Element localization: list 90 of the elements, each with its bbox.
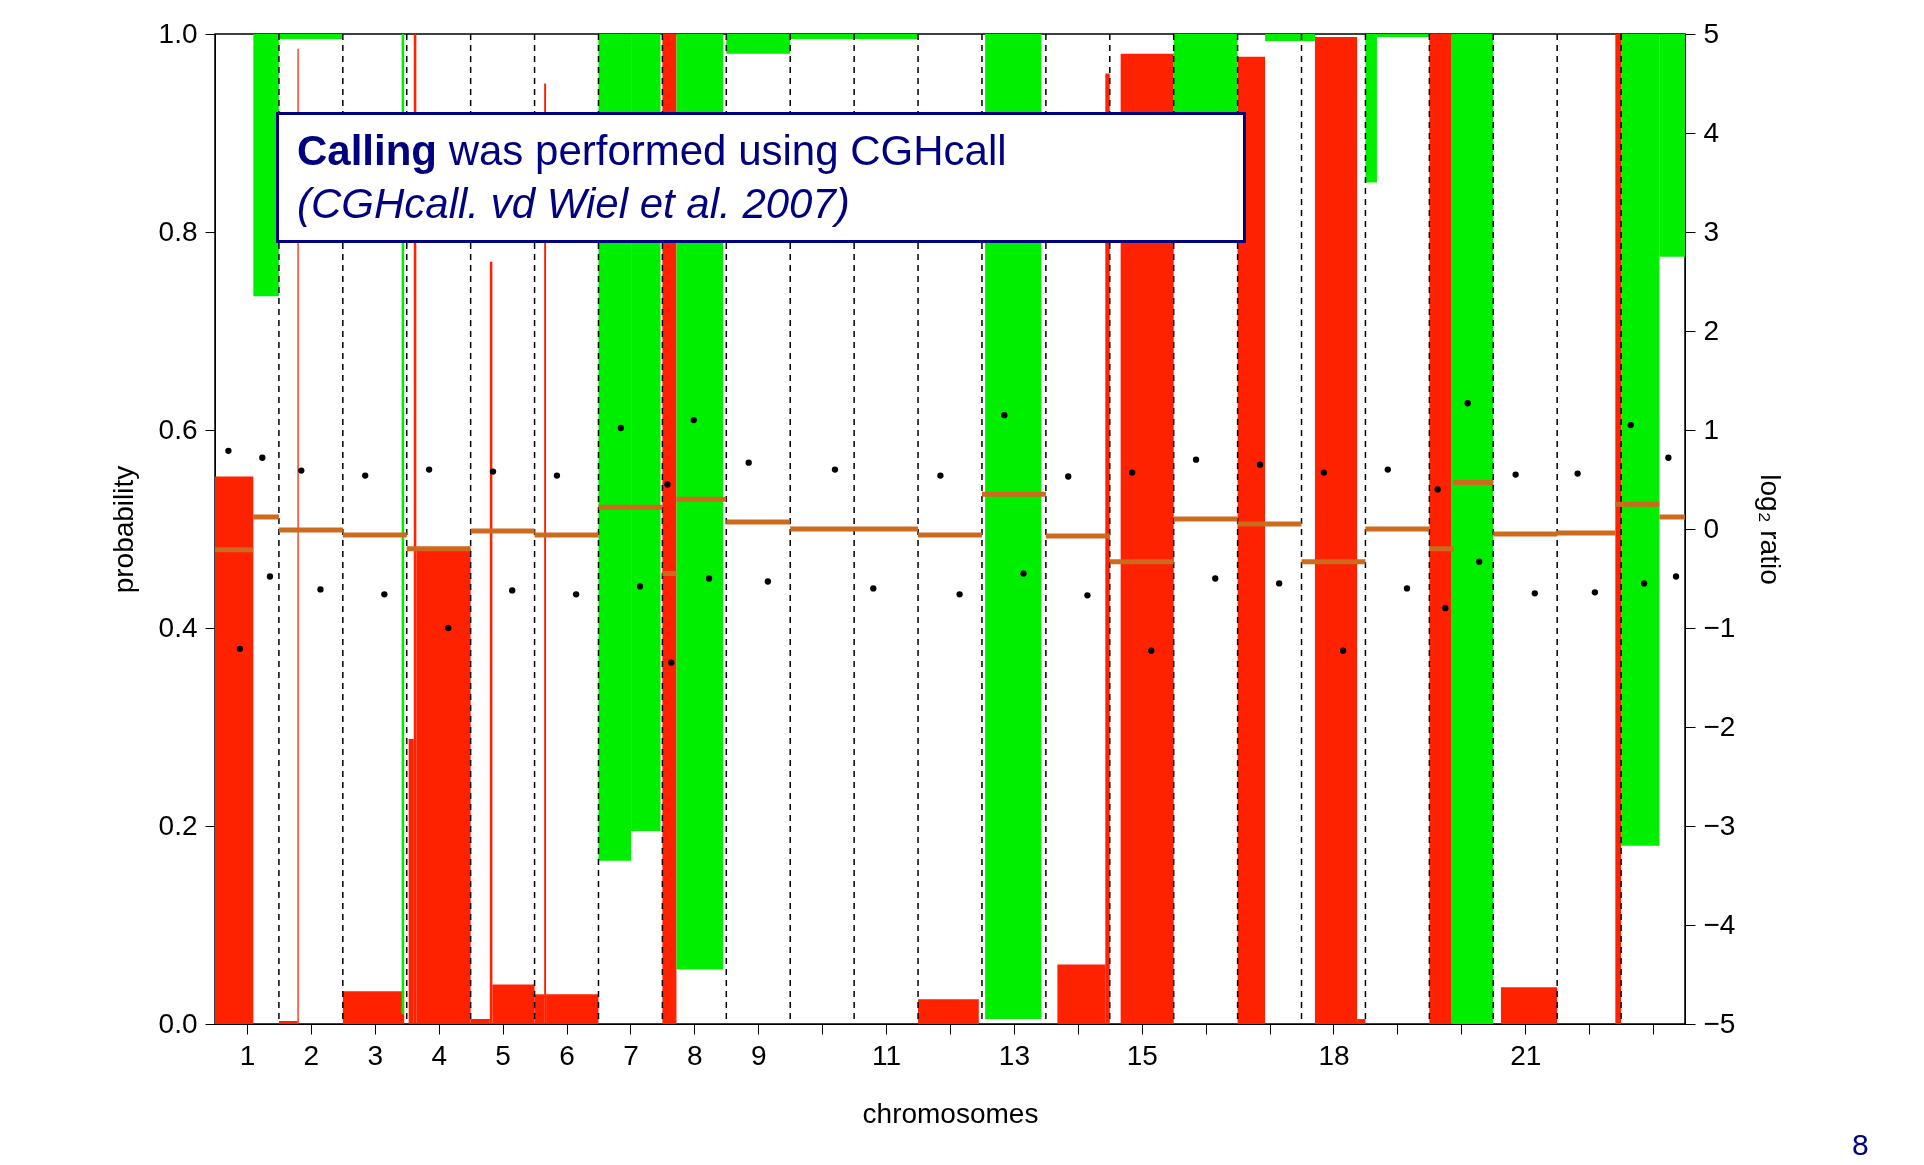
point [445,624,452,632]
point [745,459,752,466]
point [298,467,305,474]
point [870,585,877,592]
y2-tick-label: −2 [1703,710,1736,742]
point [764,578,772,585]
point [1084,592,1091,599]
y2-tick-label: 0 [1703,512,1720,544]
point [1434,486,1441,493]
point [617,424,625,432]
point [937,472,944,479]
x-tick-label: 4 [431,1039,447,1071]
x-tick-label: 15 [1126,1039,1158,1071]
point [1665,454,1672,461]
point [1384,466,1391,473]
point [553,472,561,479]
point [636,583,644,590]
point [259,454,266,461]
point [1512,471,1519,478]
y-tick-label: 0.4 [158,611,198,643]
y2-tick-label: −4 [1703,908,1736,940]
point [236,645,244,652]
point [266,573,274,580]
y2-axis-title: log₂ ratio [1755,474,1787,585]
y2-tick-label: 1 [1703,413,1720,445]
x-axis-title: chromosomes [862,1097,1039,1129]
point [1192,456,1200,463]
text: 8 [1852,1128,1869,1162]
y2-tick-label: −5 [1703,1007,1736,1039]
point [956,591,963,598]
point [1640,580,1648,587]
point [1275,580,1283,587]
point [572,591,580,598]
point [1256,461,1264,468]
point [705,575,713,582]
x-tick-label: 11 [872,1039,902,1071]
y2-tick-label: 5 [1703,17,1720,49]
x-tick-label: 18 [1318,1039,1350,1071]
point [1320,469,1328,476]
y-tick-label: 0.8 [158,215,198,247]
point [690,416,697,424]
x-tick-label: 1 [239,1039,256,1071]
point [362,472,369,479]
y-tick-label: 0.2 [158,809,198,841]
x-tick-label: 5 [495,1039,511,1071]
point [1672,573,1680,580]
point [509,587,516,594]
point [317,586,324,593]
x-tick-label: 7 [623,1039,639,1071]
point [1020,570,1027,577]
point [1065,473,1072,480]
x-tick-label: 21 [1510,1039,1542,1071]
point [1148,647,1155,654]
point [225,447,232,454]
point [1531,590,1538,597]
point [831,466,839,473]
x-tick-label: 3 [367,1039,384,1071]
point [1476,558,1483,565]
point [425,466,433,473]
x-tick-label: 8 [687,1039,703,1071]
note-box: Calling was performed using CGHcall (CGHcall. vd Wiel et al. 2007) [276,112,1246,243]
point [1212,575,1219,582]
point [1339,647,1347,654]
point [1442,605,1449,612]
point [1001,411,1008,419]
point [1403,585,1411,592]
point [1591,589,1599,596]
y-tick-label: 0.6 [158,413,198,445]
annotation: (CGHcall. vd Wiel et al. 2007) [297,179,850,227]
x-tick-label: 9 [750,1039,767,1071]
y2-tick-label: −1 [1703,611,1736,643]
point [668,659,675,666]
y2-tick-label: 4 [1703,116,1720,148]
y-axis-title: probability [107,465,139,594]
point [1128,469,1136,476]
point [1464,400,1471,407]
x-tick-label: 13 [998,1039,1030,1071]
point [664,481,671,488]
y2-tick-label: 3 [1703,215,1720,247]
y2-tick-label: 2 [1703,314,1720,346]
annotation: Calling was performed using CGHcall [297,127,1007,174]
y2-tick-label: −3 [1703,809,1736,841]
point [381,591,388,598]
point [1627,421,1634,429]
y-tick-label: 0.0 [158,1007,198,1039]
x-tick-label: 2 [303,1039,320,1071]
point [1574,470,1581,477]
y-tick-label: 1.0 [158,17,198,49]
x-tick-label: 6 [559,1039,575,1071]
point [489,468,497,475]
